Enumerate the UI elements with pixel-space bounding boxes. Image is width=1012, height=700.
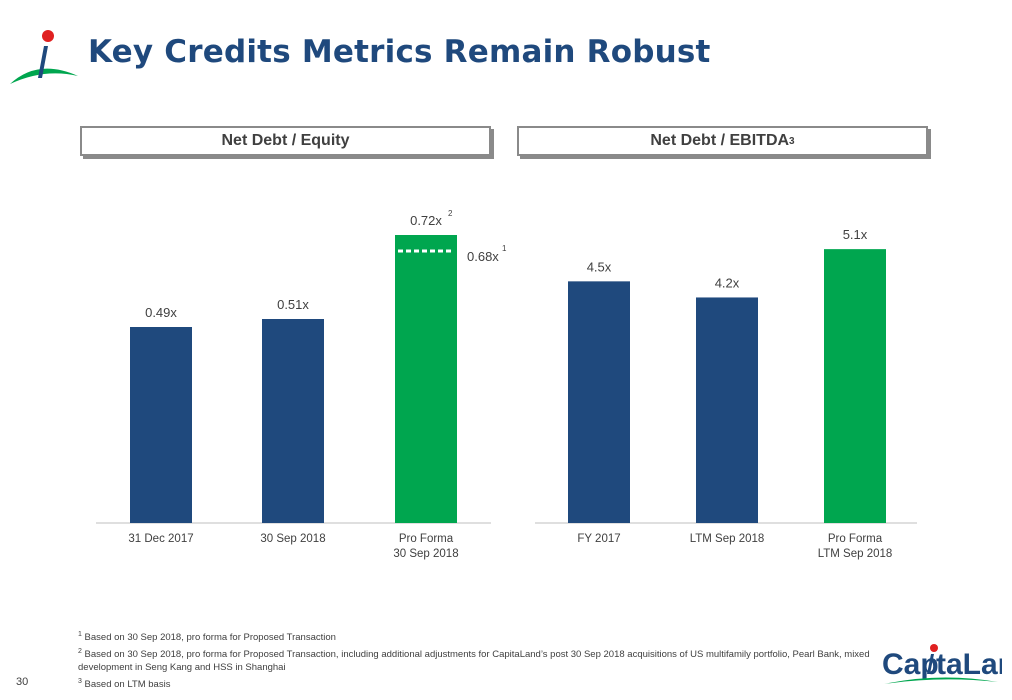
footnote-2: 2 Based on 30 Sep 2018, pro forma for Pr…: [78, 647, 870, 674]
data-label: 0.72x: [410, 213, 442, 228]
bar-equity-2: [395, 235, 457, 523]
footnote-1: 1 Based on 30 Sep 2018, pro forma for Pr…: [78, 631, 336, 644]
category-tick-label: 30 Sep 2018: [393, 548, 458, 560]
category-tick-label: Pro Forma: [399, 533, 454, 545]
footnotes: 1 Based on 30 Sep 2018, pro forma for Pr…: [78, 628, 888, 691]
category-tick-label: LTM Sep 2018: [690, 533, 765, 545]
category-tick-label: LTM Sep 2018: [818, 548, 893, 560]
panel-heading-footnote-marker: 3: [789, 135, 795, 147]
category-tick-label: 31 Dec 2017: [128, 533, 193, 545]
capitaland-logo: Cap taLand: [882, 644, 1002, 684]
bar-ebitda-1: [696, 297, 758, 523]
category-tick-label: Pro Forma: [828, 533, 883, 545]
annotation-footnote-marker: 1: [502, 244, 507, 253]
data-label: 5.1x: [843, 227, 868, 242]
data-label: 0.51x: [277, 297, 309, 312]
svg-text:taLand: taLand: [936, 648, 1002, 681]
data-label: 4.2x: [715, 275, 740, 290]
page-title: Key Credits Metrics Remain Robust: [88, 34, 711, 70]
panel-heading-net-debt-equity: Net Debt / Equity: [80, 126, 491, 156]
annotation-label: 0.68x: [467, 249, 499, 264]
data-label: 0.49x: [145, 305, 177, 320]
bar-ebitda-2: [824, 249, 886, 523]
i-logo-icon: [10, 30, 78, 84]
page-number: 30: [16, 676, 29, 688]
data-label-footnote-marker: 2: [448, 209, 453, 218]
bar-equity-0: [130, 327, 192, 523]
panel-heading-label: Net Debt / EBITDA: [650, 132, 790, 149]
category-tick-label: 30 Sep 2018: [260, 533, 325, 545]
footnote-3: 3 Based on LTM basis: [78, 677, 171, 690]
charts-area: 0.49x 31 Dec 2017 0.51x 30 Sep 2018 0.72x 2 Pr…: [96, 209, 917, 560]
panel-heading-label: Net Debt / Equity: [221, 132, 350, 149]
bar-equity-1: [262, 319, 324, 523]
category-tick-label: FY 2017: [577, 533, 620, 545]
panel-heading-net-debt-ebitda: Net Debt / EBITDA 3: [517, 126, 928, 156]
bar-ebitda-0: [568, 281, 630, 523]
data-label: 4.5x: [587, 259, 612, 274]
